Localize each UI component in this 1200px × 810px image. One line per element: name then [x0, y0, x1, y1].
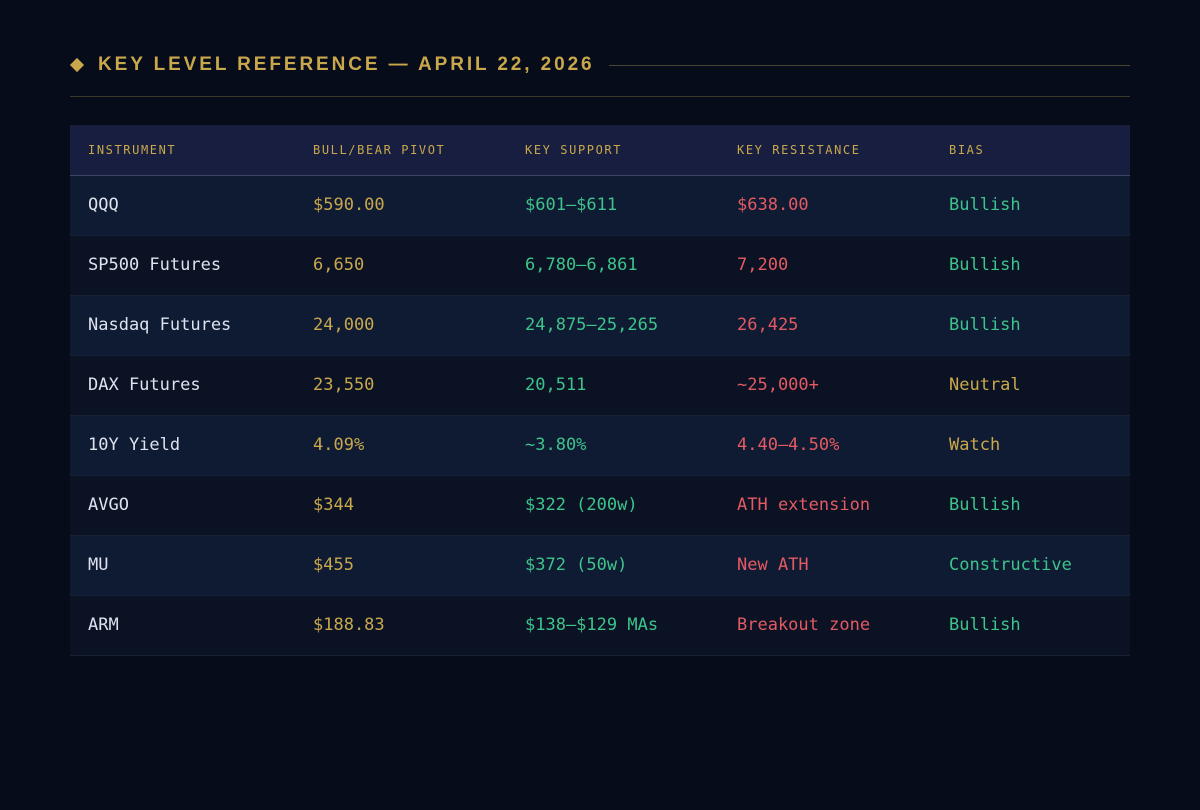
cell-support: 20,511: [525, 375, 587, 395]
cell-pivot: $590.00: [313, 195, 385, 215]
cell-pivot: $188.83: [313, 615, 385, 635]
cell-instrument: AVGO: [88, 495, 129, 515]
column-header-bias: BIAS: [931, 125, 1130, 176]
cell-resistance: 26,425: [737, 315, 799, 335]
title-rule: [608, 64, 1130, 66]
cell-instrument: MU: [88, 555, 109, 575]
column-header-instrument: INSTRUMENT: [70, 125, 295, 176]
table-row: MU $455 $372 (50w) New ATH Constructive: [70, 535, 1130, 595]
column-header-support: KEY SUPPORT: [507, 125, 719, 176]
cell-bias: Bullish: [949, 315, 1021, 335]
key-levels-table: INSTRUMENT BULL/BEAR PIVOT KEY SUPPORT K…: [70, 125, 1130, 656]
cell-bias: Constructive: [949, 555, 1072, 575]
column-header-pivot: BULL/BEAR PIVOT: [295, 125, 507, 176]
cell-support: ~3.80%: [525, 435, 587, 455]
cell-resistance: 4.40–4.50%: [737, 435, 840, 455]
table-row: Nasdaq Futures 24,000 24,875–25,265 26,4…: [70, 295, 1130, 355]
cell-bias: Bullish: [949, 255, 1021, 275]
table-header-row: INSTRUMENT BULL/BEAR PIVOT KEY SUPPORT K…: [70, 125, 1130, 176]
table-row: QQQ $590.00 $601–$611 $638.00 Bullish: [70, 175, 1130, 235]
cell-support: 24,875–25,265: [525, 315, 659, 335]
table-row: SP500 Futures 6,650 6,780–6,861 7,200 Bu…: [70, 235, 1130, 295]
cell-resistance: New ATH: [737, 555, 809, 575]
cell-support: $601–$611: [525, 195, 618, 215]
table-row: AVGO $344 $322 (200w) ATH extension Bull…: [70, 475, 1130, 535]
cell-instrument: 10Y Yield: [88, 435, 181, 455]
header-divider: [70, 96, 1130, 97]
diamond-icon: [69, 57, 85, 73]
cell-support: $322 (200w): [525, 495, 638, 515]
table-row: DAX Futures 23,550 20,511 ~25,000+ Neutr…: [70, 355, 1130, 415]
cell-pivot: $455: [313, 555, 354, 575]
cell-bias: Neutral: [949, 375, 1021, 395]
cell-resistance: ~25,000+: [737, 375, 819, 395]
table-row: ARM $188.83 $138–$129 MAs Breakout zone …: [70, 595, 1130, 655]
cell-instrument: ARM: [88, 615, 119, 635]
cell-resistance: 7,200: [737, 255, 789, 275]
cell-instrument: SP500 Futures: [88, 255, 222, 275]
cell-pivot: 4.09%: [313, 435, 365, 455]
cell-instrument: QQQ: [88, 195, 119, 215]
header: KEY LEVEL REFERENCE — APRIL 22, 2026: [69, 52, 1130, 78]
cell-bias: Bullish: [949, 615, 1021, 635]
cell-support: 6,780–6,861: [525, 255, 638, 275]
cell-instrument: DAX Futures: [88, 375, 201, 395]
table-row: 10Y Yield 4.09% ~3.80% 4.40–4.50% Watch: [70, 415, 1130, 475]
cell-resistance: Breakout zone: [737, 615, 871, 635]
cell-pivot: 6,650: [313, 255, 365, 275]
cell-resistance: ATH extension: [737, 495, 871, 515]
cell-bias: Bullish: [949, 195, 1021, 215]
cell-resistance: $638.00: [737, 195, 809, 215]
cell-bias: Bullish: [949, 495, 1021, 515]
cell-pivot: 24,000: [313, 315, 375, 335]
cell-support: $138–$129 MAs: [525, 615, 659, 635]
cell-pivot: 23,550: [313, 375, 375, 395]
cell-instrument: Nasdaq Futures: [88, 315, 232, 335]
column-header-resistance: KEY RESISTANCE: [719, 125, 931, 176]
cell-support: $372 (50w): [525, 555, 628, 575]
page-title: KEY LEVEL REFERENCE — APRIL 22, 2026: [98, 54, 595, 75]
cell-pivot: $344: [313, 495, 354, 515]
table-body: QQQ $590.00 $601–$611 $638.00 Bullish SP…: [70, 175, 1130, 655]
cell-bias: Watch: [949, 435, 1001, 455]
